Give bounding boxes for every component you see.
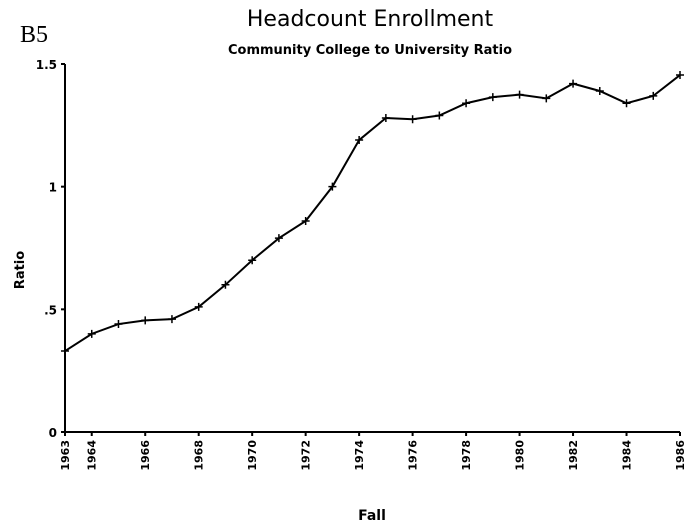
point-marker bbox=[595, 86, 604, 95]
point-marker bbox=[221, 280, 230, 289]
x-axis-label: Fall bbox=[358, 508, 386, 524]
chart-subtitle: Community College to University Ratio bbox=[228, 43, 512, 58]
point-marker bbox=[542, 94, 551, 103]
point-marker bbox=[462, 99, 471, 108]
y-tick-label: .5 bbox=[44, 303, 57, 317]
point-marker bbox=[569, 79, 578, 88]
y-tick-label: 0 bbox=[49, 426, 57, 440]
point-marker bbox=[61, 347, 69, 356]
point-marker bbox=[649, 91, 658, 100]
point-marker bbox=[141, 316, 150, 325]
point-marker bbox=[248, 256, 257, 265]
x-tick-label: 1982 bbox=[567, 440, 580, 471]
point-marker bbox=[355, 136, 364, 145]
x-tick-label: 1970 bbox=[246, 440, 259, 471]
x-tick-label: 1963 bbox=[59, 440, 72, 471]
point-marker bbox=[381, 113, 390, 122]
x-tick-label: 1972 bbox=[300, 440, 313, 471]
chart-title: Headcount Enrollment bbox=[247, 7, 494, 32]
x-tick-label: 1974 bbox=[353, 440, 366, 471]
x-tick-label: 1968 bbox=[193, 440, 206, 471]
x-tick-label: 1984 bbox=[621, 440, 634, 471]
figure-label: B5 bbox=[20, 22, 48, 48]
point-marker bbox=[408, 115, 417, 124]
point-marker bbox=[515, 90, 524, 99]
point-marker bbox=[676, 71, 684, 80]
point-marker bbox=[622, 99, 631, 108]
point-marker bbox=[435, 111, 444, 120]
point-marker bbox=[328, 182, 337, 191]
x-tick-label: 1986 bbox=[674, 440, 685, 471]
x-tick-label: 1980 bbox=[514, 440, 527, 471]
point-marker bbox=[274, 234, 283, 243]
x-tick-label: 1978 bbox=[460, 440, 473, 471]
x-tick-label: 1966 bbox=[139, 440, 152, 471]
point-marker bbox=[167, 315, 176, 324]
y-tick-label: 1.5 bbox=[36, 58, 57, 72]
point-marker bbox=[301, 217, 310, 226]
point-marker bbox=[114, 320, 123, 329]
x-tick-label: 1964 bbox=[86, 440, 99, 471]
data-line bbox=[64, 74, 681, 352]
y-axis-label: Ratio bbox=[13, 251, 28, 289]
point-marker bbox=[194, 302, 203, 311]
y-tick-label: 1 bbox=[49, 181, 57, 195]
point-marker bbox=[488, 93, 497, 102]
point-marker bbox=[87, 329, 96, 338]
x-tick-label: 1976 bbox=[407, 440, 420, 471]
